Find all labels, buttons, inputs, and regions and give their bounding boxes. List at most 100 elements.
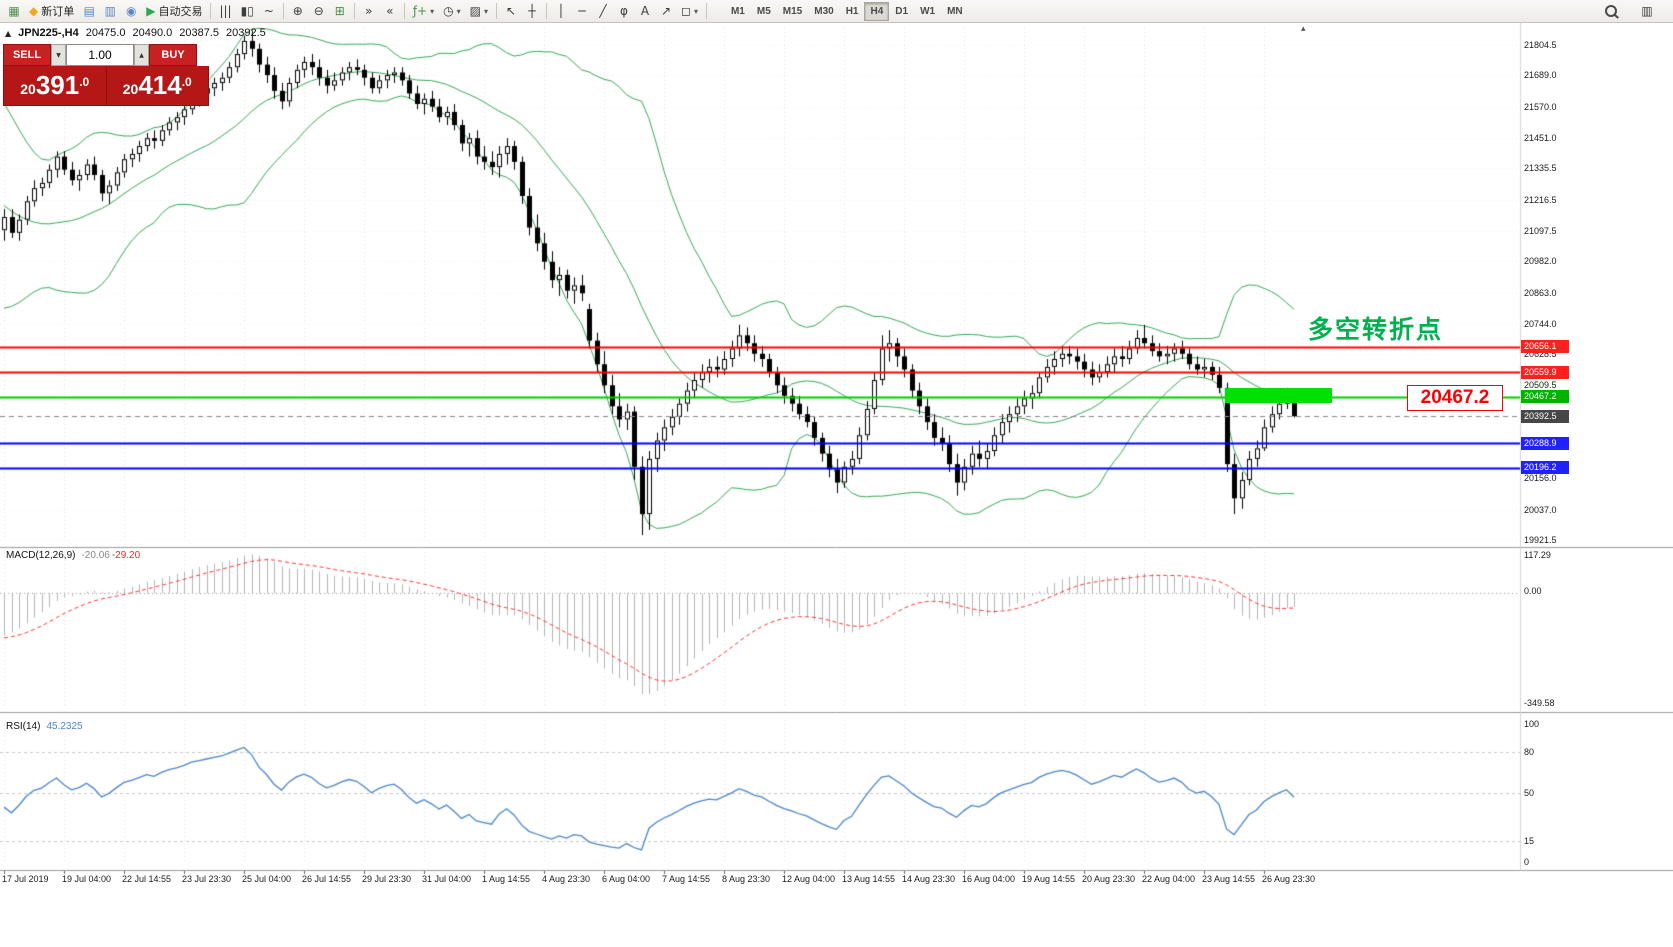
sell-button[interactable]: SELL: [3, 44, 51, 66]
lot-increase-button[interactable]: ▲: [134, 44, 149, 66]
timeframe-m5[interactable]: M5: [751, 2, 777, 21]
macd-indicator-label: MACD(12,26,9) -20.06 -29.20: [6, 550, 140, 561]
zoom-out-icon[interactable]: ⊖: [309, 2, 329, 21]
zoom-out-icon-glyph: ⊖: [313, 4, 324, 18]
fibonacci-icon-glyph: φ: [620, 4, 628, 18]
windows-icon[interactable]: ▥: [100, 2, 120, 21]
highlight-rectangle[interactable]: [1225, 388, 1332, 403]
crosshair-icon-glyph: ┼: [528, 4, 536, 18]
tile-windows-icon-glyph: ⊞: [334, 4, 345, 18]
trendline-icon-glyph: ╱: [599, 4, 607, 18]
toolbar: ▦ ◆ 新订单 ▤ ▥ ◉ ▶ 自动交易 ||| ▮▯ ~ ⊕ ⊖ ⊞» «ƒ+ ▾ ◷ ▾ ▨ ▾ ↖ ┼ │ ─ ╱ φ A ↗ ◻…: [0, 0, 1673, 23]
timeframe-w1[interactable]: W1: [914, 2, 941, 21]
symbol-name: JPN225-,H4: [18, 27, 79, 39]
collapse-panel-icon[interactable]: ▲: [5, 28, 12, 38]
periods-button-glyph: ◷: [443, 4, 454, 18]
periods-button[interactable]: ◷ ▾: [439, 2, 465, 21]
vertical-line-icon-glyph: │: [557, 4, 565, 18]
chevron-down-icon: ▾: [483, 6, 488, 16]
arrows-icon[interactable]: ↗: [656, 2, 676, 21]
autotrading-button[interactable]: ▶ 自动交易: [142, 2, 206, 21]
magnifier-icon: [1605, 5, 1617, 17]
bar-chart-icon[interactable]: |||: [215, 2, 235, 21]
annotation-text[interactable]: 多空转折点: [1308, 316, 1444, 344]
timeframe-m30[interactable]: M30: [808, 2, 839, 21]
timeframe-m15[interactable]: M15: [777, 2, 808, 21]
indicators-button[interactable]: ƒ+ ▾: [409, 2, 438, 21]
trendline-icon[interactable]: ╱: [593, 2, 613, 21]
toolbar-buttons: ▦ ◆ 新订单 ▤ ▥ ◉ ▶ 自动交易 ||| ▮▯ ~ ⊕ ⊖ ⊞» «ƒ+ ▾ ◷ ▾ ▨ ▾ ↖ ┼ │ ─ ╱ φ A ↗ ◻…: [4, 1, 1597, 21]
timeframe-h1[interactable]: H1: [840, 2, 865, 21]
horizontal-line-icon[interactable]: ─: [572, 2, 592, 21]
ohlc-open: 20475.0: [85, 27, 126, 39]
sell-price-prefix: 20: [20, 81, 36, 97]
line-chart-icon-glyph: ~: [263, 4, 274, 18]
rsi-indicator-label: RSI(14) 45.2325: [6, 721, 83, 732]
price-callout[interactable]: 20467.2: [1407, 385, 1503, 411]
toolbar-separator: [545, 3, 547, 19]
macd-name: MACD(12,26,9): [6, 550, 76, 561]
panels-icon[interactable]: ▥: [1633, 1, 1661, 22]
search-icon[interactable]: [1597, 1, 1625, 22]
timeframe-h4[interactable]: H4: [864, 1, 890, 21]
text-icon[interactable]: A: [635, 2, 655, 21]
macd-main-value: -20.06: [81, 550, 110, 561]
chart-scroll-marker[interactable]: ▴: [1301, 24, 1306, 34]
lot-size-input[interactable]: [66, 44, 134, 66]
timeframe-mn[interactable]: MN: [941, 2, 969, 21]
chart-shift-icon-glyph: «: [386, 4, 394, 18]
profiles-icon[interactable]: ▤: [79, 2, 99, 21]
lot-decrease-button[interactable]: ▼: [51, 44, 66, 66]
chevron-down-icon: ▾: [693, 6, 698, 16]
new-chart-icon[interactable]: ▦: [4, 2, 24, 21]
toolbar-separator: [353, 3, 355, 19]
candlestick-chart-icon[interactable]: ▮▯: [237, 2, 258, 21]
buy-button[interactable]: BUY: [149, 44, 197, 66]
fibonacci-icon[interactable]: φ: [614, 2, 634, 21]
buy-price-display[interactable]: 20 414.0: [107, 66, 209, 105]
toolbar-separator: [210, 3, 212, 19]
rsi-value: 45.2325: [46, 721, 83, 732]
vertical-line-icon[interactable]: │: [551, 2, 571, 21]
templates-button[interactable]: ▨ ▾: [466, 2, 492, 21]
timeframe-switcher: M1 M5 M15 M30 H1 H4 D1 W1 MN: [725, 1, 969, 21]
toolbar-separator: [403, 3, 405, 19]
refresh-icon[interactable]: ◉: [121, 2, 141, 21]
tile-windows-icon[interactable]: ⊞: [330, 2, 350, 21]
panels-glyph: ▥: [1641, 4, 1653, 18]
shapes-button-glyph: ◻: [680, 4, 691, 18]
zoom-in-icon-glyph: ⊕: [292, 4, 303, 18]
rsi-name: RSI(14): [6, 721, 41, 732]
trade-controls: SELL ▼ ▲ BUY: [3, 44, 209, 66]
line-chart-icon[interactable]: ~: [259, 2, 279, 21]
crosshair-icon[interactable]: ┼: [522, 2, 542, 21]
profiles-icon-glyph: ▤: [83, 4, 95, 18]
ohlc-close: 20392.5: [226, 27, 266, 39]
text-icon-glyph: A: [640, 4, 650, 18]
toolbar-separator: [282, 3, 284, 19]
shapes-button[interactable]: ◻ ▾: [677, 2, 702, 21]
toolbar-separator: [495, 3, 497, 19]
toolbar-separator: [705, 3, 707, 19]
trade-prices: 20 391.0 20 414.0: [3, 66, 209, 106]
sell-price-display[interactable]: 20 391.0: [4, 66, 107, 105]
timeframe-m1[interactable]: M1: [725, 2, 751, 21]
auto-scroll-icon[interactable]: »: [359, 2, 379, 21]
new-order-button[interactable]: ◆ 新订单: [25, 2, 78, 21]
horizontal-line-icon-glyph: ─: [578, 4, 586, 18]
new-chart-icon-glyph: ▦: [8, 4, 20, 18]
buy-price-prefix: 20: [122, 81, 139, 97]
buy-price-frac: .0: [181, 75, 192, 89]
chart-shift-icon[interactable]: «: [380, 2, 400, 21]
zoom-in-icon[interactable]: ⊕: [288, 2, 308, 21]
timeframe-d1[interactable]: D1: [889, 2, 914, 21]
ohlc-low: 20387.5: [179, 27, 219, 39]
cursor-icon[interactable]: ↖: [501, 2, 521, 21]
auto-scroll-icon-glyph: »: [365, 4, 373, 18]
windows-icon-glyph: ▥: [104, 4, 116, 18]
candlestick-chart-icon-glyph: ▮▯: [240, 4, 254, 18]
symbol-info: ▲ JPN225-,H4 20475.0 20490.0 20387.5 203…: [5, 27, 266, 39]
